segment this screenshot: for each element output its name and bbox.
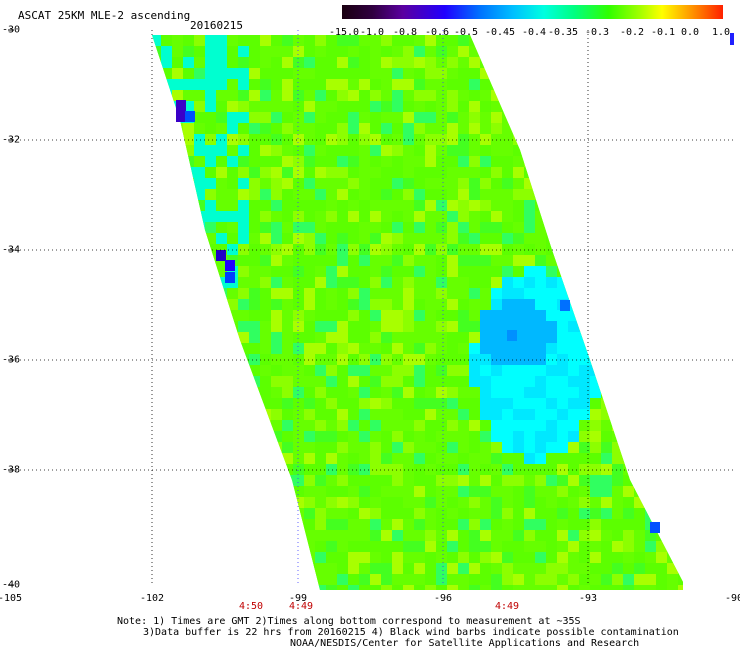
- time-label: 4:49: [288, 601, 314, 612]
- time-label: 4:49: [494, 601, 520, 612]
- latitude-label: -30: [2, 24, 21, 36]
- latitude-label: -40: [2, 579, 21, 591]
- color-scale-label: -0.8: [392, 27, 418, 38]
- color-scale-label: -15.0: [328, 27, 360, 38]
- color-scale-label: 1.0: [711, 27, 731, 38]
- latitude-label: -32: [2, 134, 21, 146]
- longitude-label: -96: [433, 593, 453, 604]
- longitude-label: -99: [288, 593, 308, 604]
- latitude-label: -36: [2, 354, 21, 366]
- note-line-3: NOAA/NESDIS/Center for Satellite Applica…: [290, 638, 640, 649]
- color-scale-label: -0.3: [584, 27, 610, 38]
- color-scale-label: -0.6: [424, 27, 450, 38]
- date-label: 20160215: [190, 19, 243, 32]
- color-scale-label: -1.0: [359, 27, 385, 38]
- color-scale-label: -0.1: [650, 27, 676, 38]
- color-scale-label: -0.2: [619, 27, 645, 38]
- color-scale-label: -0.35: [547, 27, 579, 38]
- latitude-label: -38: [2, 464, 21, 476]
- longitude-label: -105: [0, 593, 23, 604]
- time-label: 4:50: [238, 601, 264, 612]
- longitude-label: -90: [724, 593, 740, 604]
- note-line-2: 3)Data buffer is 22 hrs from 20160215 4)…: [143, 627, 679, 638]
- color-scale-label: 0.0: [680, 27, 700, 38]
- color-scale-label: -0.45: [484, 27, 516, 38]
- color-scale-label: -0.5: [453, 27, 479, 38]
- longitude-label: -93: [578, 593, 598, 604]
- longitude-label: -102: [139, 593, 165, 604]
- color-scale-label: -0.4: [521, 27, 547, 38]
- color-scale-bar: [342, 5, 723, 19]
- latitude-label: -34: [2, 244, 21, 256]
- swath-cells: [152, 35, 683, 590]
- scale-marker: [730, 33, 734, 45]
- product-title: ASCAT 25KM MLE-2 ascending: [18, 9, 191, 22]
- note-line-1: Note: 1) Times are GMT 2)Times along bot…: [117, 616, 581, 627]
